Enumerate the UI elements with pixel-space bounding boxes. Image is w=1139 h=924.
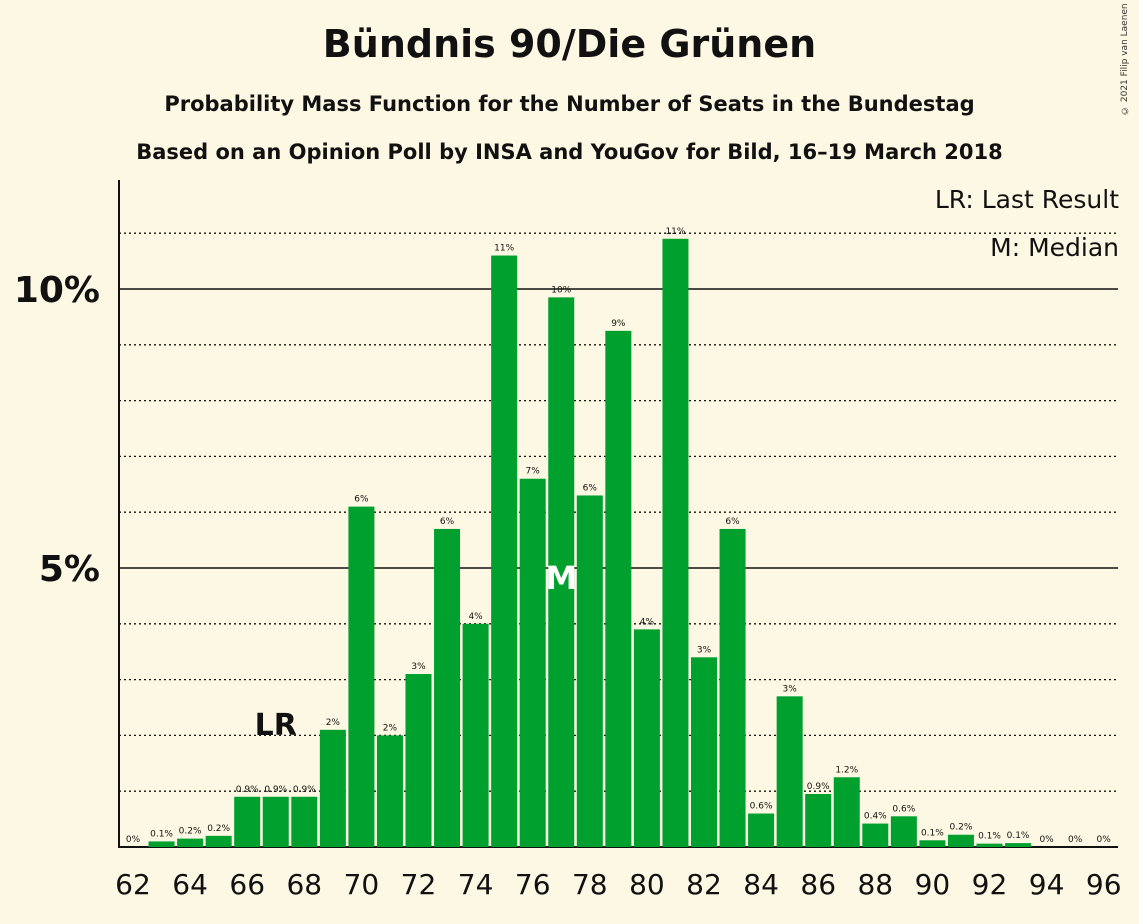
bar-seat-63 bbox=[148, 841, 175, 847]
data-label: 0.6% bbox=[750, 802, 773, 812]
x-tick-label: 82 bbox=[686, 868, 722, 901]
data-label: 6% bbox=[583, 483, 598, 493]
x-tick-label: 62 bbox=[115, 868, 151, 901]
data-label: 4% bbox=[468, 612, 483, 622]
x-tick-label: 96 bbox=[1086, 868, 1122, 901]
data-label: 6% bbox=[725, 517, 740, 527]
data-label: 0.2% bbox=[207, 824, 230, 834]
bar-seat-70 bbox=[348, 506, 375, 847]
x-tick-label: 92 bbox=[972, 868, 1008, 901]
data-label: 2% bbox=[326, 718, 341, 728]
data-label: 0.6% bbox=[892, 804, 915, 814]
bar-seat-88 bbox=[862, 823, 889, 847]
x-tick-label: 66 bbox=[229, 868, 265, 901]
data-label: 0.1% bbox=[978, 832, 1001, 842]
bar-seat-82 bbox=[691, 657, 717, 847]
x-tick-label: 64 bbox=[172, 868, 208, 901]
bar-seat-68 bbox=[291, 796, 318, 847]
bar-seat-71 bbox=[376, 735, 403, 847]
data-label: 0.1% bbox=[921, 828, 944, 838]
bar-seat-72 bbox=[405, 674, 432, 847]
y-tick-label: 5% bbox=[39, 549, 100, 590]
bar-seat-75 bbox=[491, 255, 518, 847]
y-tick-label: 10% bbox=[14, 270, 100, 311]
bar-seat-91 bbox=[947, 834, 974, 847]
bar-seat-87 bbox=[833, 777, 860, 847]
chart-subtitle: Probability Mass Function for the Number… bbox=[164, 92, 975, 116]
x-tick-label: 90 bbox=[915, 868, 951, 901]
data-label: 0% bbox=[1097, 835, 1112, 845]
x-tick-label: 86 bbox=[800, 868, 836, 901]
data-label: 7% bbox=[526, 467, 541, 477]
data-label: 3% bbox=[411, 662, 426, 672]
bar-seat-80 bbox=[633, 629, 660, 847]
data-label: 0% bbox=[1068, 835, 1083, 845]
data-label: 0.1% bbox=[150, 829, 173, 839]
bar-seat-76 bbox=[519, 478, 546, 847]
bar-seat-81 bbox=[662, 238, 689, 847]
last-result-marker: LR bbox=[255, 708, 297, 743]
bar-seat-89 bbox=[890, 816, 917, 847]
data-label: 11% bbox=[494, 244, 514, 254]
bar-seat-85 bbox=[776, 696, 803, 847]
x-tick-label: 74 bbox=[458, 868, 494, 901]
bar-seat-67 bbox=[262, 796, 289, 847]
bar-seat-83 bbox=[719, 528, 746, 847]
data-label: 3% bbox=[783, 684, 798, 694]
data-label: 0.9% bbox=[236, 785, 259, 795]
bar-seat-73 bbox=[434, 528, 461, 847]
data-label: 6% bbox=[354, 495, 369, 505]
bar-seat-69 bbox=[319, 729, 346, 847]
bar-seat-66 bbox=[234, 796, 261, 847]
data-label: 0% bbox=[1039, 835, 1054, 845]
data-label: 4% bbox=[640, 617, 655, 627]
data-label: 10% bbox=[551, 285, 571, 295]
x-tick-label: 70 bbox=[344, 868, 380, 901]
data-label: 0.9% bbox=[807, 782, 830, 792]
data-label: 0% bbox=[126, 835, 141, 845]
data-label: 0.9% bbox=[264, 785, 287, 795]
x-tick-label: 78 bbox=[572, 868, 608, 901]
data-label: 1.2% bbox=[835, 765, 858, 775]
data-label: 3% bbox=[697, 645, 712, 655]
x-tick-label: 88 bbox=[857, 868, 893, 901]
data-label: 0.2% bbox=[179, 827, 202, 837]
median-marker: M bbox=[545, 559, 577, 597]
x-tick-label: 72 bbox=[401, 868, 437, 901]
bar-seat-92 bbox=[976, 843, 1003, 847]
data-label: 9% bbox=[611, 319, 626, 329]
x-tick-label: 84 bbox=[743, 868, 779, 901]
bar-seat-79 bbox=[605, 330, 632, 848]
bar-seat-90 bbox=[919, 840, 946, 847]
bar-seat-86 bbox=[805, 793, 832, 847]
data-label: 0.9% bbox=[293, 785, 316, 795]
data-label: 6% bbox=[440, 517, 455, 527]
chart-source-subtitle: Based on an Opinion Poll by INSA and You… bbox=[136, 140, 1003, 164]
bar-seat-74 bbox=[462, 623, 489, 847]
chart-title: Bündnis 90/Die Grünen bbox=[322, 22, 817, 66]
bar-seat-93 bbox=[1005, 843, 1032, 847]
x-tick-label: 94 bbox=[1029, 868, 1065, 901]
x-tick-label: 68 bbox=[286, 868, 322, 901]
bar-seat-84 bbox=[748, 813, 775, 847]
data-label: 11% bbox=[665, 227, 685, 237]
x-tick-label: 80 bbox=[629, 868, 665, 901]
legend-last-result: LR: Last Result bbox=[934, 185, 1119, 214]
data-label: 0.2% bbox=[950, 823, 973, 833]
x-tick-label: 76 bbox=[515, 868, 551, 901]
bar-seat-77 bbox=[548, 297, 575, 847]
legend-median: M: Median bbox=[990, 233, 1119, 262]
bar-seat-65 bbox=[205, 835, 232, 847]
data-label: 0.4% bbox=[864, 812, 887, 822]
bar-seat-78 bbox=[576, 495, 603, 847]
data-label: 2% bbox=[383, 723, 398, 733]
data-label: 0.1% bbox=[1007, 831, 1030, 841]
bar-seat-64 bbox=[177, 838, 204, 847]
